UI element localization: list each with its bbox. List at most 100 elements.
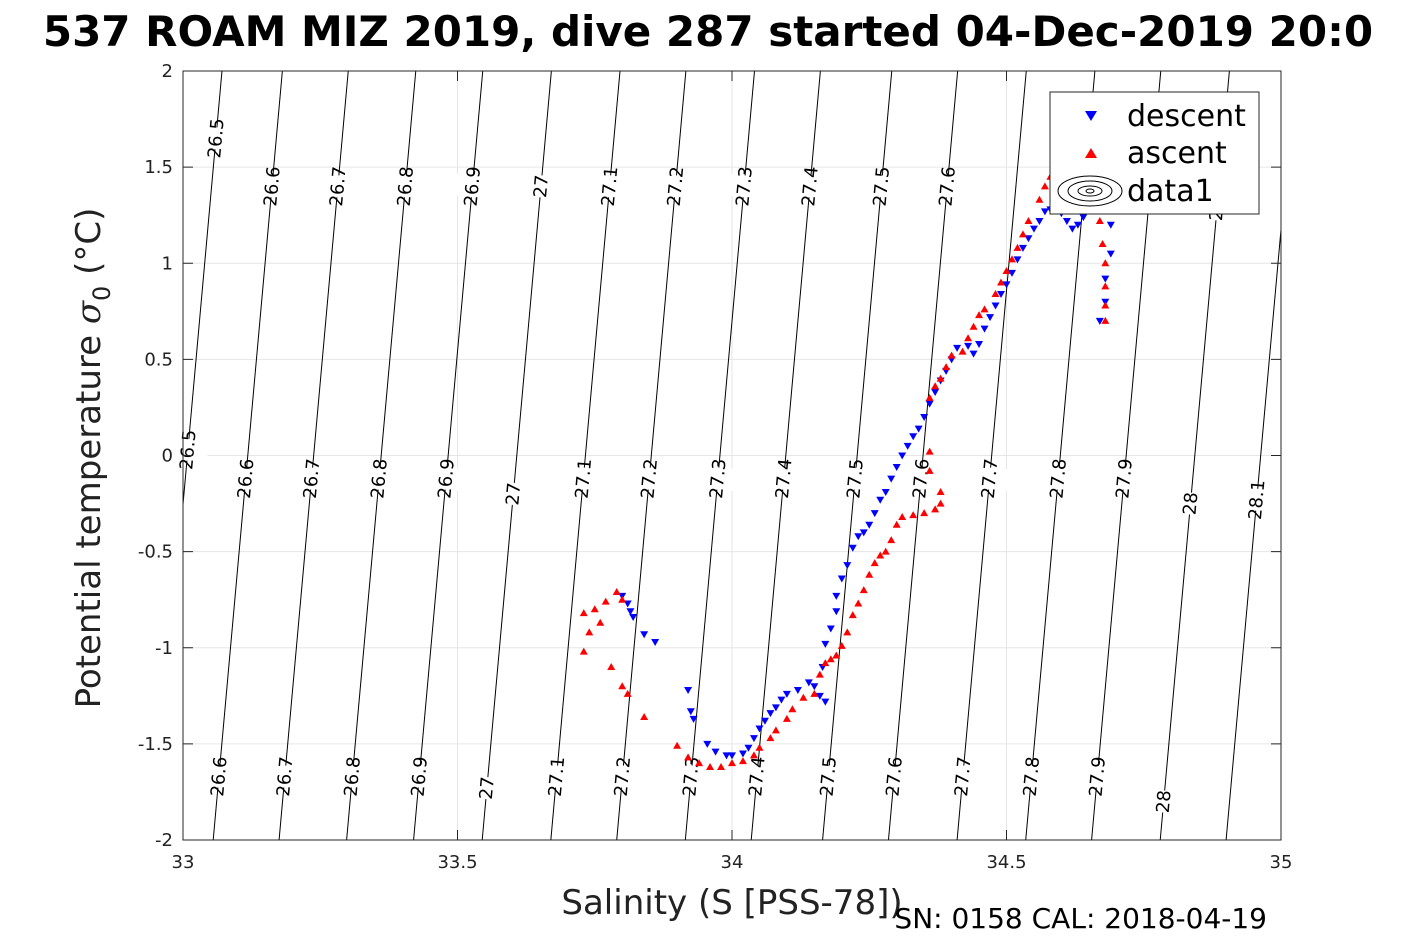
isopycnal-line [278, 71, 349, 840]
ascent-point [843, 628, 852, 636]
x-tick-label: 33 [172, 852, 195, 873]
isopycnal-label-bg [860, 173, 903, 200]
isopycnal-label: 28 [1179, 491, 1202, 516]
legend: descent ascent data1 [1049, 91, 1260, 215]
descent-point [1068, 225, 1077, 233]
isopycnal-label: 27.5 [870, 165, 895, 207]
ascent-point [695, 759, 704, 767]
isopycnal-label-bg [670, 763, 712, 790]
ascent-point [1007, 255, 1016, 263]
isopycnal-label: 26.5 [204, 117, 229, 159]
isopycnal-label-bg [926, 173, 969, 200]
ascent-point [991, 290, 1000, 298]
isopycnal-label: 27.1 [572, 458, 597, 500]
isopycnal-label-bg [628, 465, 671, 492]
ascent-point [969, 322, 978, 330]
isopycnal-label: 26.9 [408, 756, 433, 798]
isopycnal-label: 27.5 [817, 756, 842, 798]
y-axis-label-unit: (°C) [69, 208, 109, 286]
descent-point [749, 735, 758, 743]
ascent-point [596, 618, 605, 626]
y-tick-label: 2 [162, 61, 173, 82]
descent-point [832, 592, 841, 600]
isopycnal-label-bg [696, 465, 739, 492]
isopycnal-line [616, 71, 687, 840]
isopycnal-label: 27.4 [745, 756, 770, 798]
isopycnal-label-bg [601, 763, 644, 790]
isopycnal-label-bg [762, 465, 805, 492]
descent-point [804, 679, 813, 687]
ascent-point [936, 488, 945, 496]
isopycnal-label: 27.9 [1086, 756, 1111, 798]
ascent-point [975, 311, 984, 319]
isopycnal-label: 27.4 [772, 458, 797, 500]
isopycnal-label: 27.3 [732, 165, 757, 207]
x-tick-label: 34 [721, 852, 744, 873]
isopycnal-label-bg [968, 465, 1011, 492]
ascent-point [738, 757, 747, 765]
x-tick-label: 33.5 [437, 852, 477, 873]
ascent-point [1095, 216, 1104, 224]
isopycnal-label: 26.9 [461, 165, 486, 207]
descent-point [925, 400, 934, 408]
descent-point [684, 687, 693, 695]
legend-contour-marker [1057, 175, 1123, 207]
ascent-point [1002, 266, 1011, 274]
descent-point [1106, 221, 1115, 229]
isopycnal-label-bg [1037, 465, 1080, 492]
ascent-point [980, 305, 989, 313]
ascent-point [826, 655, 835, 663]
descent-point [711, 748, 720, 756]
isopycnal-label-bg [465, 775, 508, 801]
isopycnal-label-bg [834, 465, 877, 492]
ascent-point [1101, 316, 1110, 324]
chart-title: 537 ROAM MIZ 2019, dive 287 started 04-D… [43, 7, 1373, 56]
isopycnal-label-bg [654, 173, 697, 200]
descent-point [914, 425, 923, 433]
ascent-point [612, 587, 621, 595]
ascent-point [749, 751, 758, 759]
isopycnal-label-bg [588, 173, 631, 200]
ascent-point [706, 762, 715, 770]
isopycnal-label: 26.7 [273, 756, 298, 798]
isopycnal-label-bg [195, 125, 237, 152]
descent-point [766, 710, 775, 718]
ascent-point [837, 641, 846, 649]
isopycnal-label-bg [398, 763, 441, 790]
descent-point [760, 717, 769, 725]
ascent-point [865, 570, 874, 578]
y-axis-label-main: Potential temperature [69, 324, 109, 708]
ascent-point [1024, 216, 1033, 224]
isopycnal-label-bg [1076, 763, 1119, 790]
ascent-point [815, 670, 824, 678]
legend-ascent-label: ascent [1127, 136, 1227, 171]
isopycnal-label-bg [723, 173, 766, 200]
y-tick-label: 0.5 [144, 349, 173, 370]
isopycnal-label-bg [1169, 490, 1212, 517]
descent-point [626, 608, 635, 616]
isopycnal-label-bg [167, 436, 209, 463]
isopycnal-label: 27.2 [637, 458, 662, 500]
y-tick-label: -1 [155, 638, 173, 659]
ascent-point [799, 693, 808, 701]
descent-point [997, 291, 1006, 299]
ascent-point [1101, 259, 1110, 267]
isopycnal-label-bg [562, 465, 605, 492]
ascent-point [1018, 230, 1027, 238]
isopycnal-line [822, 71, 893, 840]
descent-point [832, 608, 841, 616]
ascent-point [1035, 195, 1044, 203]
y-tick-label: -1.5 [138, 734, 173, 755]
ascent-point [755, 743, 764, 751]
descent-point [980, 325, 989, 333]
descent-point [651, 638, 660, 646]
ascent-point [958, 347, 967, 355]
descent-point [1040, 208, 1049, 216]
descent-point [689, 715, 698, 723]
descent-point [887, 475, 896, 483]
ascent-point [771, 726, 780, 734]
descent-point [859, 529, 868, 537]
isopycnal-label: 27 [530, 174, 553, 199]
isopycnal-label-bg [197, 763, 240, 790]
